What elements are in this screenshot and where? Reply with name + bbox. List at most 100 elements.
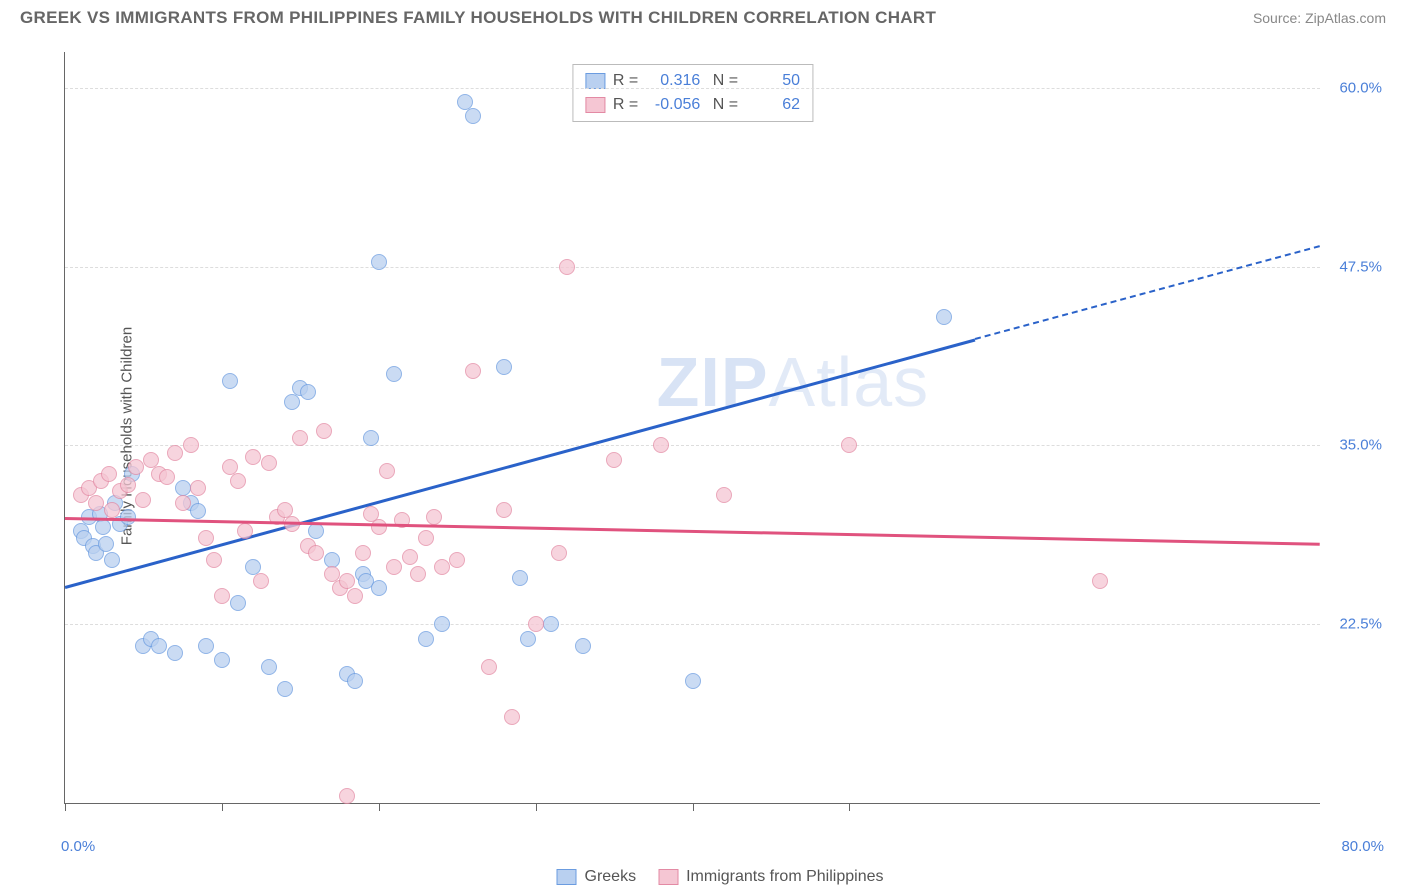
- scatter-point: [559, 259, 575, 275]
- scatter-point: [841, 437, 857, 453]
- scatter-point: [426, 509, 442, 525]
- scatter-point: [434, 559, 450, 575]
- scatter-point: [418, 530, 434, 546]
- scatter-point: [120, 477, 136, 493]
- swatch-greeks: [585, 73, 605, 89]
- scatter-point: [88, 495, 104, 511]
- scatter-point: [386, 366, 402, 382]
- scatter-point: [183, 437, 199, 453]
- legend-swatch-greeks: [557, 869, 577, 885]
- scatter-point: [167, 645, 183, 661]
- scatter-point: [543, 616, 559, 632]
- scatter-point: [606, 452, 622, 468]
- scatter-point: [175, 495, 191, 511]
- scatter-point: [284, 394, 300, 410]
- trend-line: [65, 338, 976, 588]
- scatter-point: [512, 570, 528, 586]
- scatter-point: [434, 616, 450, 632]
- ytick-label: 35.0%: [1339, 437, 1382, 454]
- scatter-point: [575, 638, 591, 654]
- scatter-point: [253, 573, 269, 589]
- scatter-point: [104, 502, 120, 518]
- legend-item-greeks: Greeks: [557, 868, 637, 886]
- scatter-point: [363, 430, 379, 446]
- scatter-point: [520, 631, 536, 647]
- xtick: [65, 803, 66, 811]
- xtick: [536, 803, 537, 811]
- stats-row-philippines: R = -0.056 N = 62: [585, 93, 800, 117]
- scatter-point: [504, 709, 520, 725]
- scatter-point: [685, 673, 701, 689]
- scatter-point: [716, 487, 732, 503]
- plot-area: ZIPAtlas R = 0.316 N = 50 R = -0.056 N =…: [64, 52, 1320, 804]
- scatter-point: [1092, 573, 1108, 589]
- scatter-point: [496, 502, 512, 518]
- r-value-greeks: 0.316: [646, 69, 700, 93]
- scatter-point: [245, 449, 261, 465]
- scatter-point: [95, 519, 111, 535]
- scatter-point: [300, 384, 316, 400]
- scatter-point: [98, 536, 114, 552]
- trend-line: [975, 245, 1321, 340]
- scatter-point: [198, 530, 214, 546]
- scatter-point: [308, 545, 324, 561]
- scatter-point: [128, 459, 144, 475]
- scatter-point: [355, 545, 371, 561]
- chart-title: GREEK VS IMMIGRANTS FROM PHILIPPINES FAM…: [20, 8, 936, 28]
- ytick-label: 60.0%: [1339, 79, 1382, 96]
- scatter-point: [496, 359, 512, 375]
- n-value-greeks: 50: [746, 69, 800, 93]
- scatter-point: [151, 638, 167, 654]
- ytick-label: 22.5%: [1339, 616, 1382, 633]
- xtick: [222, 803, 223, 811]
- n-value-philippines: 62: [746, 93, 800, 117]
- scatter-point: [159, 469, 175, 485]
- scatter-point: [214, 652, 230, 668]
- x-axis-min: 0.0%: [61, 838, 95, 855]
- source-label: Source: ZipAtlas.com: [1253, 10, 1386, 26]
- scatter-point: [230, 595, 246, 611]
- watermark-thin: Atlas: [769, 343, 930, 421]
- xtick: [849, 803, 850, 811]
- scatter-point: [292, 430, 308, 446]
- xtick: [693, 803, 694, 811]
- chart-container: Family Households with Children ZIPAtlas…: [50, 40, 1390, 832]
- x-axis-max: 80.0%: [1341, 838, 1384, 855]
- scatter-point: [653, 437, 669, 453]
- stats-row-greeks: R = 0.316 N = 50: [585, 69, 800, 93]
- scatter-point: [551, 545, 567, 561]
- scatter-point: [371, 580, 387, 596]
- scatter-point: [101, 466, 117, 482]
- scatter-point: [316, 423, 332, 439]
- scatter-point: [386, 559, 402, 575]
- scatter-point: [481, 659, 497, 675]
- scatter-point: [410, 566, 426, 582]
- scatter-point: [371, 519, 387, 535]
- gridline: [65, 624, 1320, 625]
- scatter-point: [222, 373, 238, 389]
- scatter-point: [198, 638, 214, 654]
- scatter-point: [347, 673, 363, 689]
- scatter-point: [528, 616, 544, 632]
- stats-legend: R = 0.316 N = 50 R = -0.056 N = 62: [572, 64, 813, 122]
- scatter-point: [339, 788, 355, 804]
- scatter-point: [465, 108, 481, 124]
- xtick: [379, 803, 380, 811]
- scatter-point: [135, 492, 151, 508]
- legend-item-philippines: Immigrants from Philippines: [658, 868, 883, 886]
- legend-swatch-philippines: [658, 869, 678, 885]
- scatter-point: [261, 455, 277, 471]
- swatch-philippines: [585, 97, 605, 113]
- scatter-point: [449, 552, 465, 568]
- scatter-point: [214, 588, 230, 604]
- scatter-point: [402, 549, 418, 565]
- scatter-point: [190, 503, 206, 519]
- legend-label-philippines: Immigrants from Philippines: [686, 868, 883, 886]
- scatter-point: [418, 631, 434, 647]
- scatter-point: [230, 473, 246, 489]
- scatter-point: [936, 309, 952, 325]
- scatter-point: [465, 363, 481, 379]
- scatter-point: [371, 254, 387, 270]
- scatter-point: [206, 552, 222, 568]
- watermark: ZIPAtlas: [657, 342, 930, 422]
